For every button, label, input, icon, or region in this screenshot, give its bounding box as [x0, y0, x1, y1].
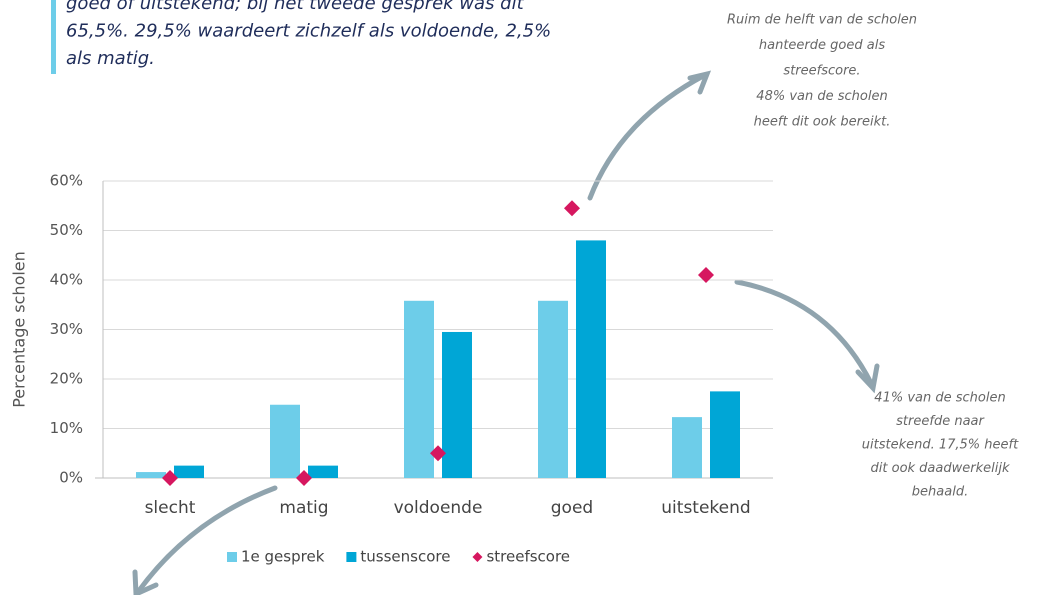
diamond-marker [698, 267, 714, 284]
arrow [587, 72, 708, 201]
annotation-line: heeft dit ook bereikt. [754, 115, 891, 130]
bar [710, 391, 740, 478]
y-axis-label: Percentage scholen [10, 251, 29, 408]
x-tick-label: matig [279, 498, 328, 518]
bar [270, 404, 300, 478]
y-tick-label: 50% [50, 221, 83, 239]
intro-line: als matig. [66, 48, 155, 69]
bar [672, 417, 702, 478]
legend-label: tussenscore [360, 548, 450, 566]
bar [538, 300, 568, 478]
annotation-line: Ruim de helft van de scholen [727, 13, 917, 28]
intro-line: goed of uitstekend; bij het tweede gespr… [66, 0, 525, 14]
annotation-line: hanteerde goed als [759, 38, 885, 53]
quote-bar [51, 0, 56, 74]
bar [442, 331, 472, 478]
annotation-line: streefscore. [783, 64, 860, 79]
bar [404, 300, 434, 478]
legend-marker [472, 552, 483, 562]
y-tick-label: 30% [50, 320, 83, 338]
annotation-line: 41% van de scholen [874, 391, 1005, 406]
x-tick-label: goed [551, 498, 593, 518]
y-tick-label: 20% [50, 370, 83, 388]
legend-swatch [346, 552, 357, 562]
annotation-line: streefde naar [896, 414, 985, 429]
x-tick-label: slecht [145, 498, 196, 518]
bar [174, 465, 204, 478]
bar [136, 472, 166, 478]
y-tick-label: 60% [50, 172, 83, 190]
diamond-marker [430, 445, 446, 462]
y-tick-label: 10% [50, 419, 83, 437]
annotation-line: 48% van de scholen [756, 89, 887, 104]
intro-line: 65,5%. 29,5% waardeert zichzelf als vold… [66, 21, 551, 42]
arrowhead [132, 569, 159, 595]
diamond-marker [162, 470, 178, 486]
arrow [135, 485, 278, 595]
legend-swatch [227, 552, 237, 562]
annotation-line: behaald. [912, 485, 968, 500]
diamond-marker [296, 470, 312, 486]
bar [576, 240, 606, 478]
arrow [734, 279, 875, 388]
legend-label: 1e gesprek [241, 548, 325, 566]
arrowhead [855, 363, 880, 394]
x-tick-label: uitstekend [661, 498, 750, 518]
annotation-line: dit ook daadwerkelijk [871, 461, 1010, 476]
legend-label: streefscore [486, 548, 570, 566]
bar [308, 465, 338, 478]
x-tick-label: voldoende [394, 498, 483, 518]
y-tick-label: 40% [50, 271, 83, 289]
arrows [132, 70, 880, 595]
arrowhead [687, 70, 712, 95]
annotation-line: uitstekend. 17,5% heeft [862, 438, 1019, 453]
y-tick-label: 0% [59, 469, 83, 487]
diamond-marker [564, 200, 580, 217]
